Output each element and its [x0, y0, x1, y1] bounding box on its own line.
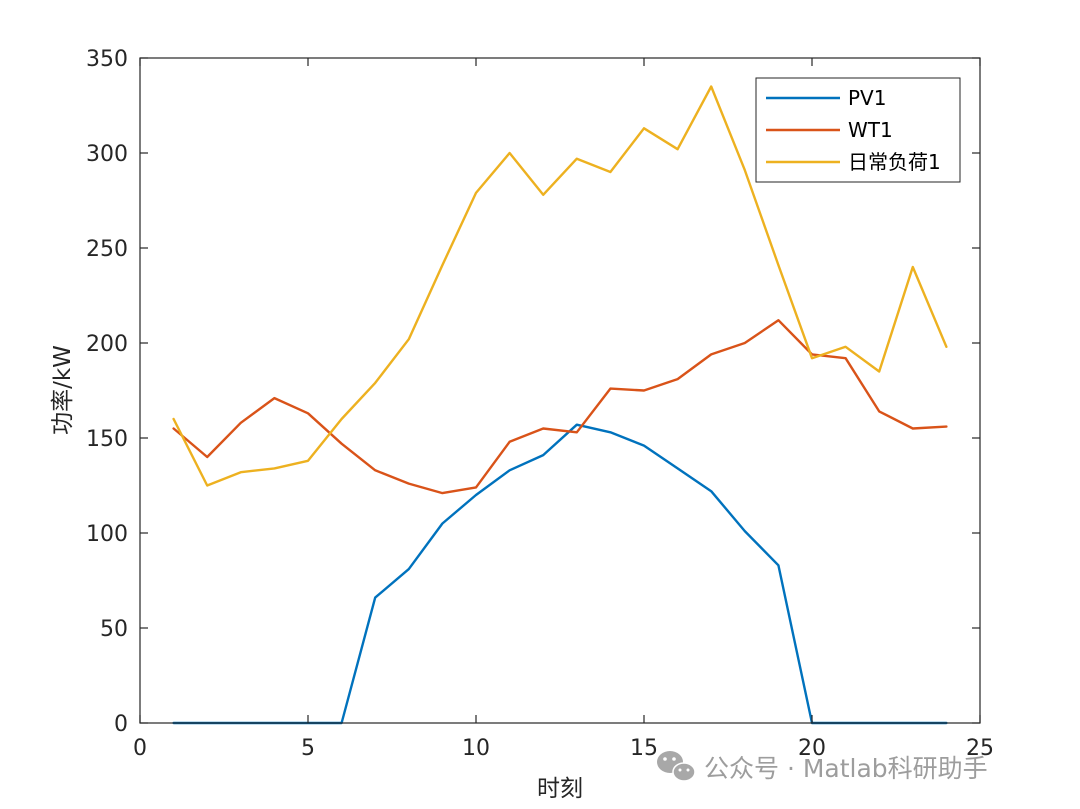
x-tick-label: 0	[133, 736, 147, 761]
y-tick-label: 0	[114, 712, 128, 737]
series-line-3	[172, 85, 948, 487]
y-tick-label: 300	[86, 142, 128, 167]
y-tick-label: 350	[86, 47, 128, 72]
watermark: 公众号 · Matlab科研助手	[657, 751, 988, 783]
x-tick-label: 25	[966, 736, 994, 761]
watermark-text: 公众号 · Matlab科研助手	[704, 754, 988, 783]
x-tick-label: 15	[630, 736, 658, 761]
x-axis-label: 时刻	[537, 776, 583, 802]
legend-label: PV1	[848, 86, 886, 110]
y-tick-label: 150	[86, 427, 128, 452]
legend-label: 日常负荷1	[848, 150, 941, 174]
legend-label: WT1	[848, 118, 893, 142]
y-tick-label: 100	[86, 522, 128, 547]
y-tick-label: 250	[86, 237, 128, 262]
axes-box	[139, 57, 981, 724]
legend: PV1 WT1 日常负荷1	[755, 77, 961, 183]
x-tick-label: 5	[301, 736, 315, 761]
y-tick-label: 50	[100, 617, 128, 642]
x-tick-label: 10	[462, 736, 490, 761]
y-axis-label: 功率/kW	[50, 345, 76, 435]
y-tick-label: 200	[86, 332, 128, 357]
x-tick-label: 20	[798, 736, 826, 761]
wechat-icon	[657, 751, 696, 782]
